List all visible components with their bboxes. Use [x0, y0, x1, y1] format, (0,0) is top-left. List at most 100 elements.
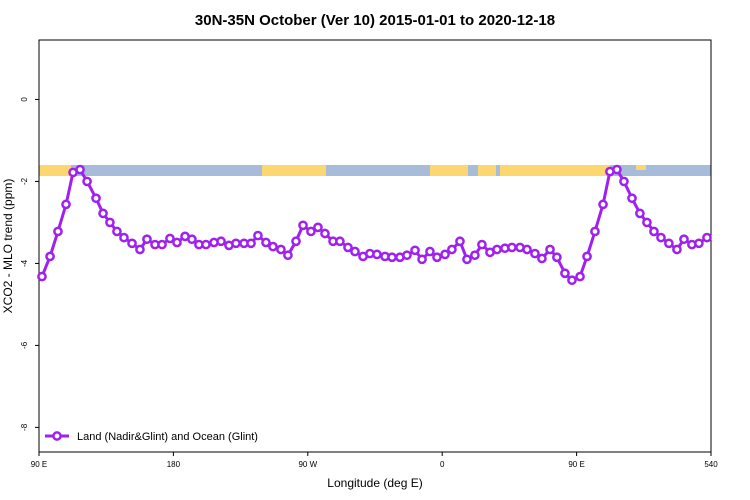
data-point: [91, 193, 101, 204]
data-point: [98, 208, 108, 219]
plot-frame: [38, 39, 712, 453]
data-point: [246, 238, 256, 249]
data-point: [268, 241, 278, 252]
data-point: [627, 193, 637, 204]
data-point: [455, 236, 465, 247]
land-strip: [478, 165, 496, 176]
data-point: [261, 237, 271, 248]
data-point: [567, 275, 577, 286]
y-tick-label: -4: [20, 259, 29, 267]
data-point: [656, 232, 666, 243]
data-point: [432, 252, 442, 263]
data-point: [612, 164, 622, 175]
data-point: [75, 164, 85, 175]
data-point: [679, 234, 689, 245]
y-tick-label: -8: [20, 423, 29, 431]
x-tick-label: 0: [440, 460, 445, 469]
y-tick-label: -6: [20, 341, 29, 349]
series-line: [40, 167, 708, 283]
data-point: [335, 236, 345, 247]
data-point: [552, 252, 562, 263]
data-point: [387, 252, 397, 263]
data-point: [522, 244, 532, 255]
x-tick-label: 180: [167, 460, 181, 469]
y-tick-label: -2: [20, 177, 29, 185]
data-point: [112, 226, 122, 237]
data-point: [53, 226, 63, 237]
data-point: [372, 249, 382, 260]
data-point: [440, 249, 450, 260]
data-point: [537, 253, 547, 264]
data-point: [231, 238, 241, 249]
data-point: [702, 232, 712, 243]
data-point: [350, 246, 360, 257]
data-point: [417, 254, 427, 265]
data-point: [82, 176, 92, 187]
data-point: [105, 217, 115, 228]
ocean-strip: [39, 165, 711, 176]
land-strip: [262, 165, 326, 176]
surface-strip: [39, 165, 711, 176]
data-point: [37, 271, 47, 282]
data-point: [664, 238, 674, 249]
land-strip: [39, 165, 71, 176]
x-tick-label: 90 E: [31, 460, 47, 469]
data-point: [477, 239, 487, 250]
x-tick-label: 90 E: [568, 460, 584, 469]
data-point: [575, 271, 585, 282]
land-strip: [636, 165, 646, 170]
data-point: [410, 245, 420, 256]
legend-marker: [52, 431, 62, 441]
data-point: [201, 239, 211, 250]
x-tick-label: 90 W: [298, 460, 317, 469]
data-point: [172, 237, 182, 248]
land-strip: [430, 165, 468, 176]
data-point: [619, 176, 629, 187]
data-point: [462, 254, 472, 265]
data-point: [492, 244, 502, 255]
data-point: [298, 220, 308, 231]
data-point: [694, 238, 704, 249]
data-point: [425, 246, 435, 257]
data-point: [343, 242, 353, 253]
data-point: [642, 217, 652, 228]
data-point: [447, 244, 457, 255]
data-point: [530, 248, 540, 259]
data-point: [45, 251, 55, 262]
chart-title: 30N-35N October (Ver 10) 2015-01-01 to 2…: [195, 12, 555, 29]
y-tick-label: 0: [20, 97, 29, 102]
data-point: [313, 222, 323, 233]
y-axis-label: XCO2 - MLO trend (ppm): [1, 179, 15, 314]
data-point: [187, 234, 197, 245]
data-point: [560, 268, 570, 279]
data-point: [598, 199, 608, 210]
data-point: [216, 236, 226, 247]
data-point: [402, 250, 412, 261]
data-point: [545, 244, 555, 255]
data-point: [253, 230, 263, 241]
data-point: [61, 199, 71, 210]
data-point: [276, 244, 286, 255]
data-point: [283, 250, 293, 261]
data-point: [470, 250, 480, 261]
data-point: [582, 251, 592, 262]
data-point: [320, 228, 330, 239]
data-point: [672, 244, 682, 255]
data-point: [507, 242, 517, 253]
legend-label: Land (Nadir&Glint) and Ocean (Glint): [77, 431, 258, 443]
land-strip: [500, 165, 610, 176]
data-point: [119, 232, 129, 243]
data-point: [635, 208, 645, 219]
x-tick-label: 540: [704, 460, 718, 469]
data-point: [157, 239, 167, 250]
x-axis-label: Longitude (deg E): [327, 476, 422, 490]
data-point: [306, 226, 316, 237]
data-point: [127, 238, 137, 249]
data-point: [135, 244, 145, 255]
data-point: [291, 236, 301, 247]
data-point: [165, 233, 175, 244]
data-point: [590, 226, 600, 237]
data-point: [142, 234, 152, 245]
data-point: [649, 226, 659, 237]
